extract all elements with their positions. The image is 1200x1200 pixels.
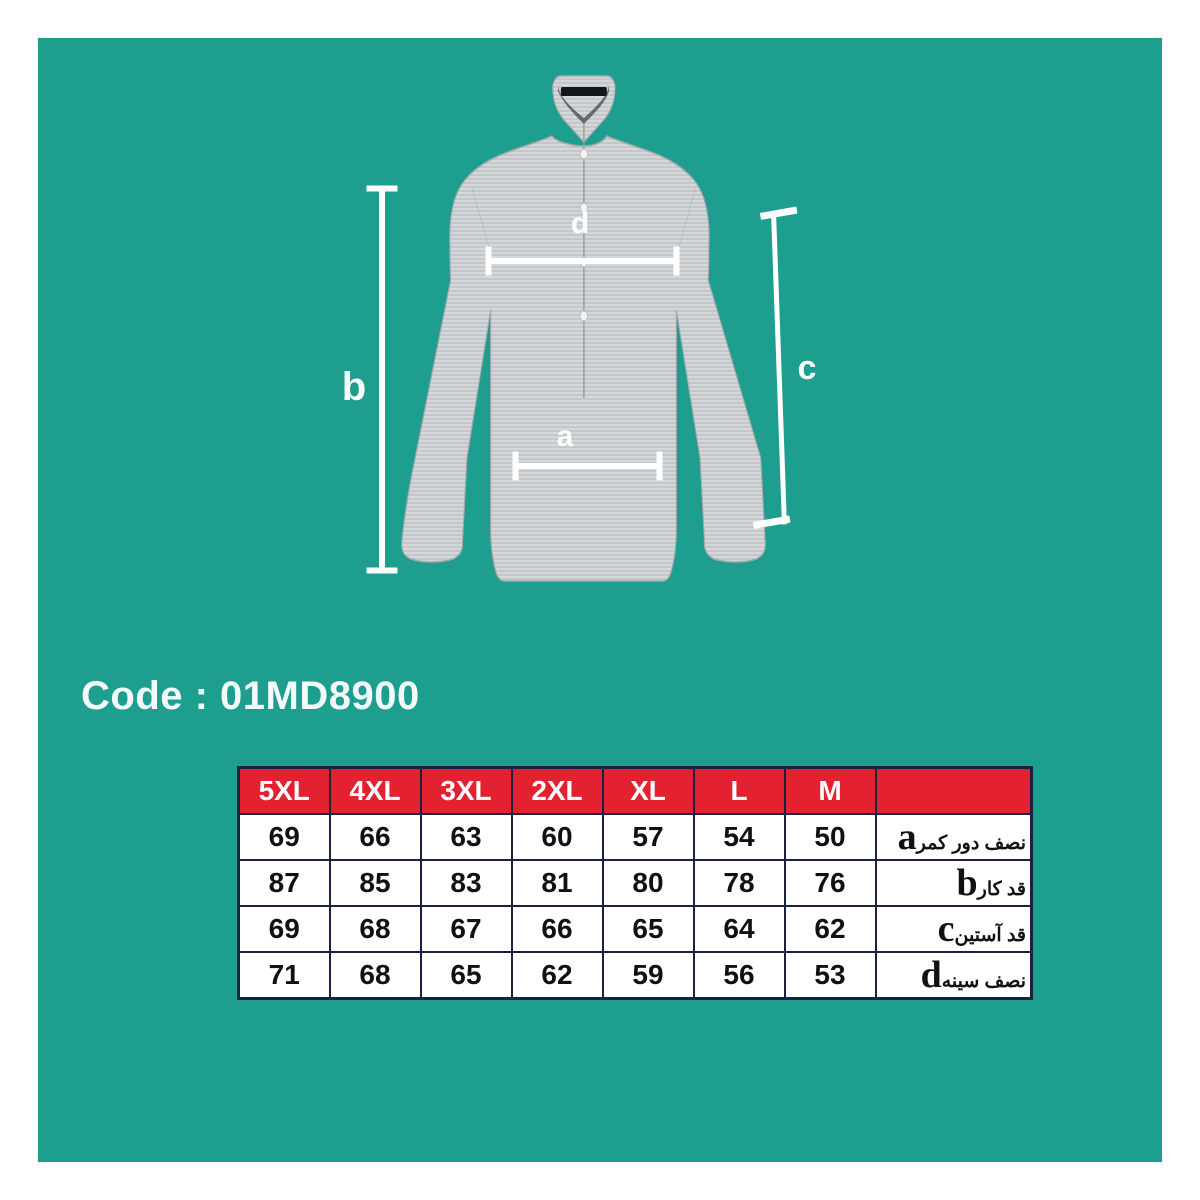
svg-text:d: d — [571, 207, 589, 240]
svg-text:c: c — [798, 349, 817, 387]
svg-text:a: a — [557, 420, 574, 453]
svg-text:b: b — [342, 365, 366, 409]
